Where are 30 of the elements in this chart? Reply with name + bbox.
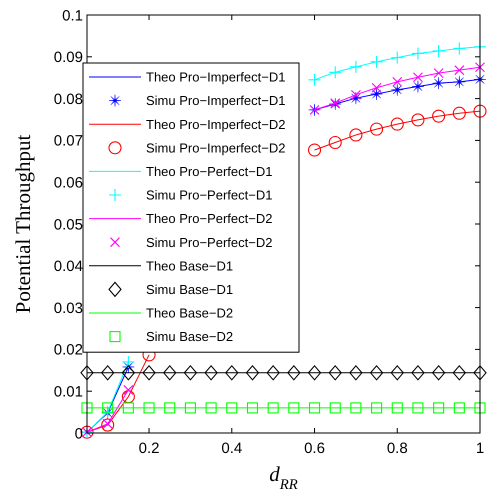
x-tick-label: 0.4 xyxy=(221,440,242,457)
x-tick-label: 0.8 xyxy=(386,440,408,457)
y-tick-label: 0.09 xyxy=(54,49,83,66)
y-tick-label: 0.1 xyxy=(62,7,83,24)
legend-label: Theo Pro−Perfect−D1 xyxy=(146,164,272,179)
x-axis-title: d$_{RR}$ xyxy=(269,462,298,490)
legend-label: Simu Base−D2 xyxy=(146,329,234,344)
y-tick-label: 0.04 xyxy=(54,258,83,276)
y-tick-label: 0 xyxy=(74,425,83,442)
legend-label: Simu Pro−Imperfect−D1 xyxy=(146,93,286,108)
legend-label: Theo Base−D2 xyxy=(146,306,234,321)
x-tick-label: 1 xyxy=(476,440,484,457)
legend-label: Simu Pro−Imperfect−D2 xyxy=(146,140,286,156)
y-tick-label: 0.01 xyxy=(54,383,83,400)
legend-label: Theo Base−D1 xyxy=(146,258,234,274)
legend-label: Simu Pro−Perfect−D1 xyxy=(146,188,272,203)
y-tick-label: 0.08 xyxy=(54,90,83,108)
y-tick-label: 0.06 xyxy=(54,174,83,192)
legend-label: Simu Base−D1 xyxy=(146,282,234,297)
legend-label: Theo Pro−Imperfect−D2 xyxy=(146,116,286,132)
x-tick-label: 0.2 xyxy=(138,440,160,457)
y-tick-label: 0.03 xyxy=(54,300,83,317)
legend-label: Theo Pro−Imperfect−D1 xyxy=(146,70,286,85)
y-tick-label: 0.02 xyxy=(54,342,83,359)
y-tick-label: 0.07 xyxy=(54,132,83,150)
x-tick-label: 0.6 xyxy=(304,440,325,457)
y-axis-title: Potential Throughput xyxy=(11,134,35,314)
y-tick-label: 0.05 xyxy=(54,216,83,234)
legend-label: Simu Pro−Perfect−D2 xyxy=(146,234,272,250)
legend-label: Theo Pro−Perfect−D2 xyxy=(146,211,272,226)
